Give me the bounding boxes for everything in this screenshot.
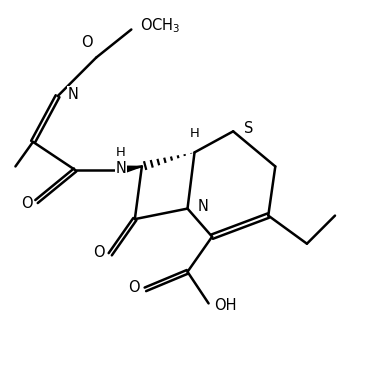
Text: O: O [93, 245, 105, 260]
Text: O: O [21, 196, 33, 211]
Text: N: N [115, 161, 126, 176]
Text: O: O [128, 280, 140, 295]
Text: H: H [116, 146, 125, 159]
Text: OCH$_3$: OCH$_3$ [140, 17, 181, 35]
Polygon shape [120, 166, 142, 174]
Text: S: S [244, 121, 254, 136]
Text: OH: OH [214, 298, 236, 313]
Text: N: N [198, 199, 209, 214]
Text: H: H [190, 127, 199, 140]
Text: N: N [67, 87, 78, 102]
Text: O: O [82, 35, 93, 50]
